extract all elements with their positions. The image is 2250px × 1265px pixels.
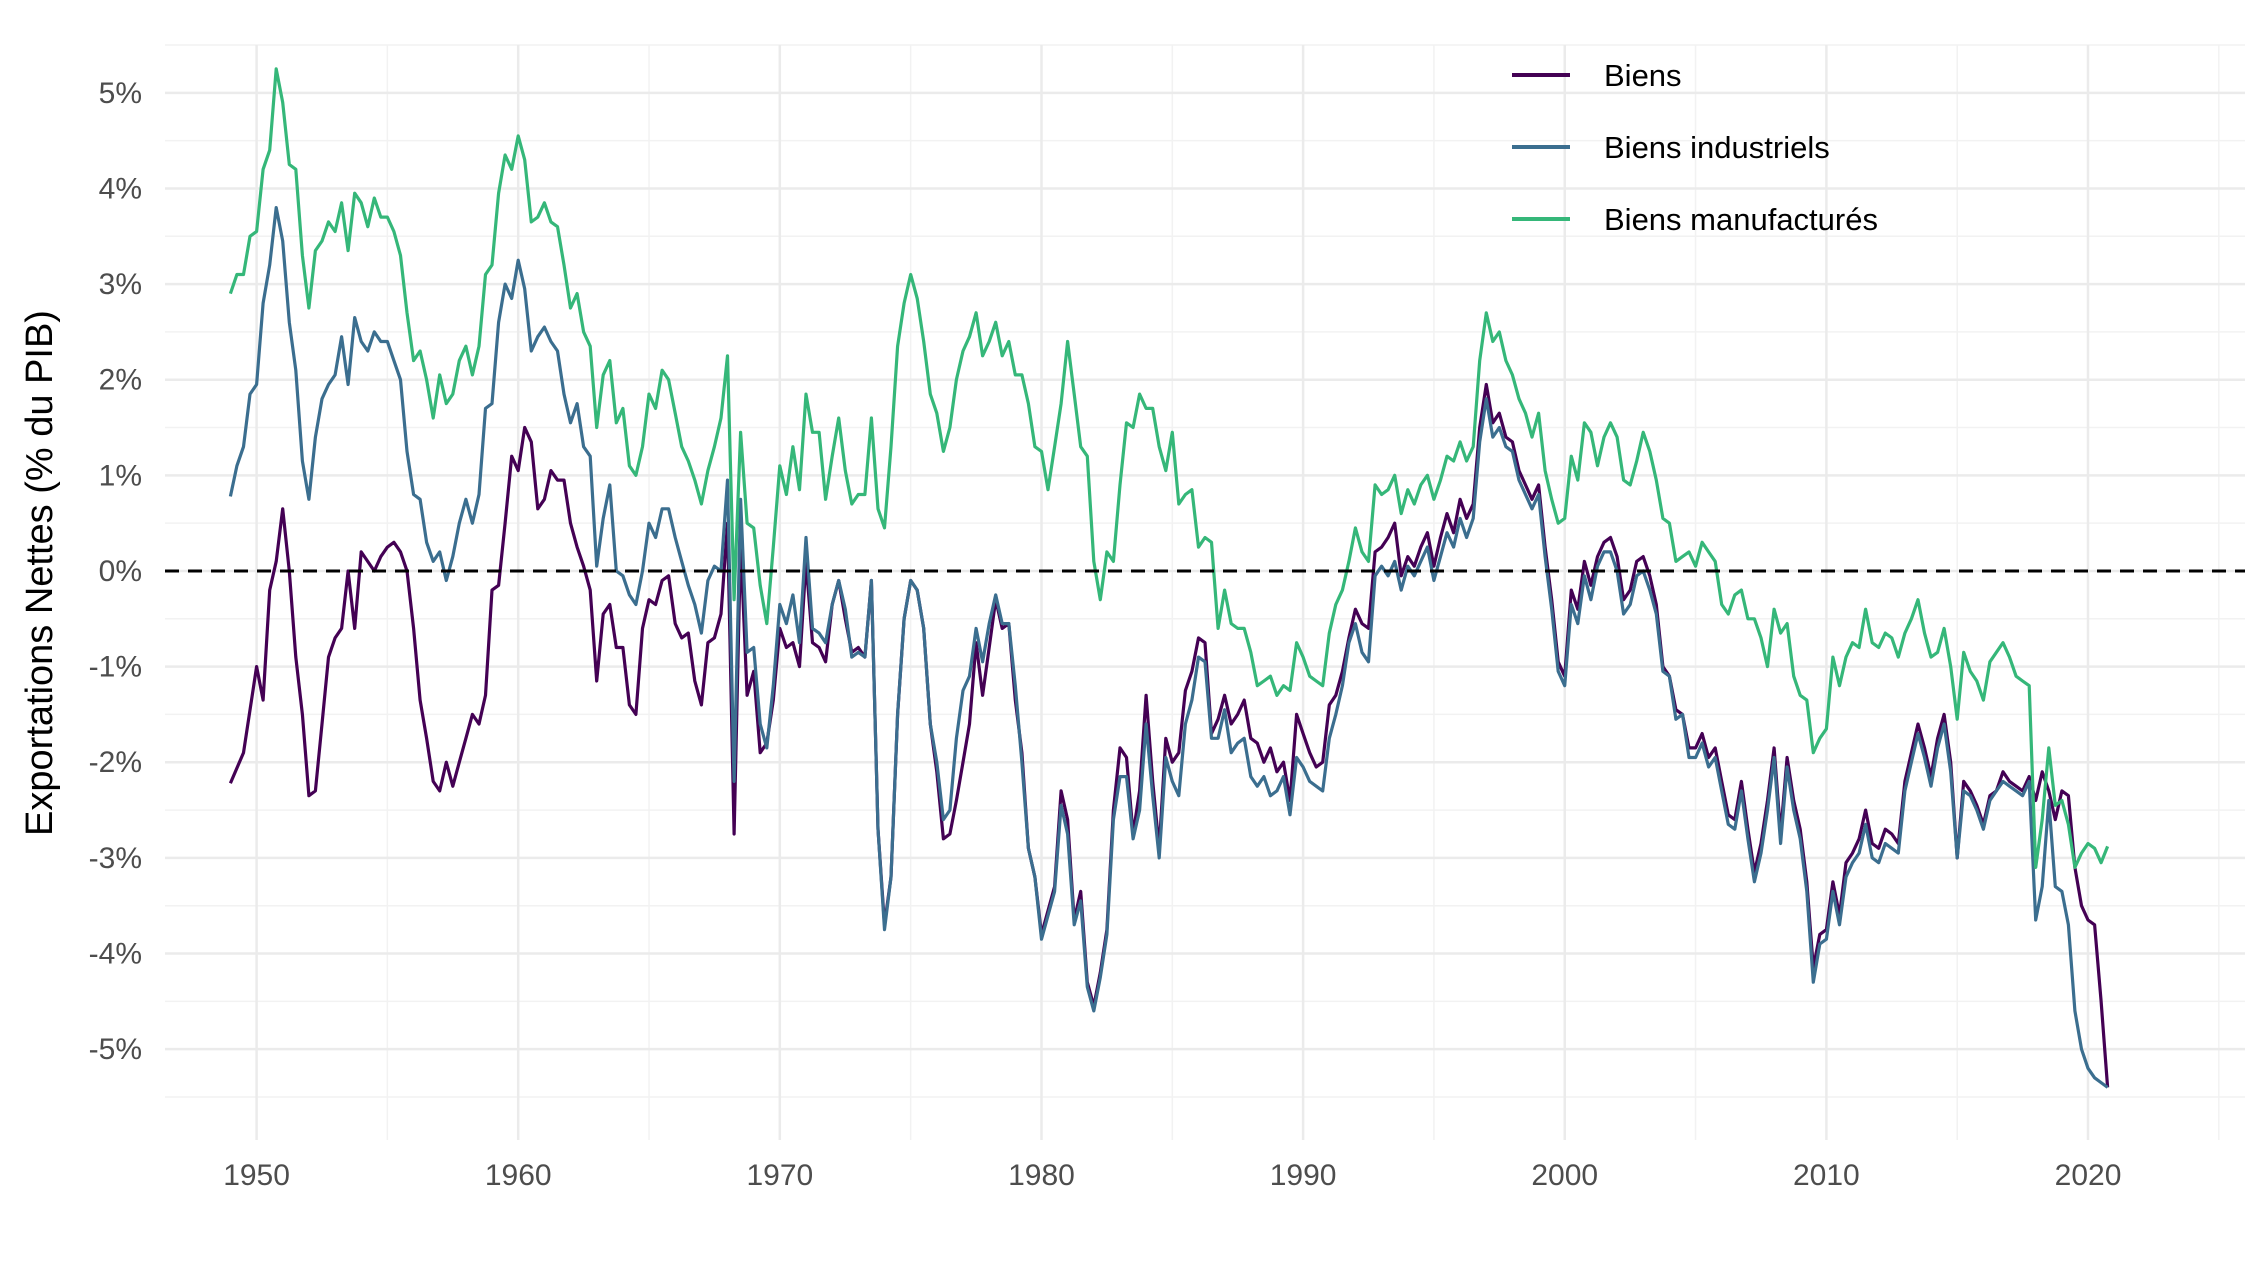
y-tick-label: 3%	[99, 268, 142, 301]
y-tick-label: 2%	[99, 364, 142, 397]
y-axis-tick-labels: 5% 4% 3% 2% 1% 0% -1% -2% -3% -4% -5%	[89, 77, 142, 1066]
legend: Biens Biens industriels Biens manufacturés	[1512, 58, 1878, 237]
series-line-2	[228, 67, 2110, 869]
x-tick-label: 1950	[223, 1159, 290, 1192]
x-tick-label: 1960	[485, 1159, 552, 1192]
y-tick-label: -3%	[89, 842, 142, 875]
series-line-0	[228, 382, 2110, 1088]
y-tick-label: -5%	[89, 1033, 142, 1066]
y-tick-label: -4%	[89, 938, 142, 971]
x-tick-label: 1970	[746, 1159, 813, 1192]
legend-label-0: Biens	[1604, 58, 1682, 93]
x-tick-label: 2010	[1793, 1159, 1860, 1192]
legend-label-2: Biens manufacturés	[1604, 202, 1878, 237]
legend-label-1: Biens industriels	[1604, 130, 1830, 165]
y-tick-label: -2%	[89, 746, 142, 779]
x-axis-tick-labels: 1950 1960 1970 1980 1990 2000 2010 2020	[223, 1159, 2121, 1192]
y-tick-label: -1%	[89, 651, 142, 684]
x-tick-label: 1990	[1270, 1159, 1337, 1192]
y-tick-label: 4%	[99, 172, 142, 205]
x-tick-label: 2020	[2055, 1159, 2122, 1192]
y-tick-label: 0%	[99, 555, 142, 588]
minor-grid	[165, 44, 2245, 1140]
x-tick-label: 2000	[1531, 1159, 1598, 1192]
series-layer	[228, 67, 2110, 1089]
y-axis-title: Exportations Nettes (% du PIB)	[19, 310, 61, 836]
series-line-1	[228, 206, 2109, 1089]
x-tick-label: 1980	[1008, 1159, 1075, 1192]
y-tick-label: 5%	[99, 77, 142, 110]
y-tick-label: 1%	[99, 459, 142, 492]
major-grid	[165, 45, 2245, 1140]
